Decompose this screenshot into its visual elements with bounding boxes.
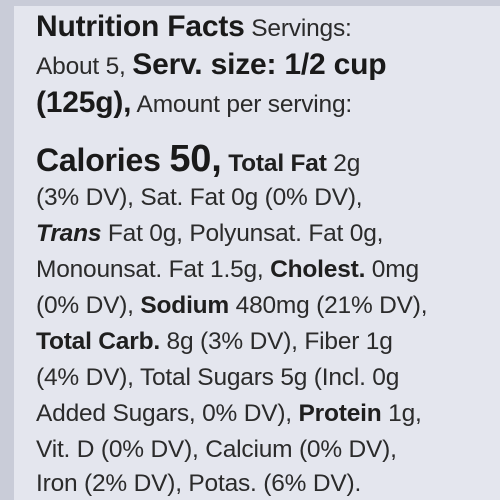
cholest-label: Cholest. <box>270 256 366 283</box>
added-sugars-text: Added Sugars, 0% DV), <box>36 400 299 427</box>
label-line-4: Calories 50, Total Fat 2g <box>36 140 360 178</box>
nutrition-facts-title: Nutrition Facts <box>36 10 245 43</box>
label-line-8: (0% DV), Sodium 480mg (21% DV), <box>36 292 428 319</box>
label-line-10: (4% DV), Total Sugars 5g (Incl. 0g <box>36 364 400 391</box>
label-line-5: (3% DV), Sat. Fat 0g (0% DV), <box>36 184 363 211</box>
amount-per-serving: Amount per serving: <box>131 91 353 118</box>
cholest-value: 0mg <box>365 256 419 283</box>
minerals-text: Iron (2% DV), Potas. (6% DV). <box>36 470 362 497</box>
label-line-6: Trans Fat 0g, Polyunsat. Fat 0g, <box>36 220 384 247</box>
trans-rest: Fat 0g, Polyunsat. Fat 0g, <box>101 220 384 247</box>
vitamins-text: Vit. D (0% DV), Calcium (0% DV), <box>36 436 397 463</box>
total-fat-value: 2g <box>326 150 361 177</box>
label-line-9: Total Carb. 8g (3% DV), Fiber 1g <box>36 328 393 355</box>
nutrition-label: Nutrition Facts Servings: About 5, Serv.… <box>14 6 500 500</box>
sugars-text: (4% DV), Total Sugars 5g (Incl. 0g <box>36 364 400 391</box>
label-line-2: About 5, Serv. size: 1/2 cup <box>36 48 387 81</box>
servings-count: About 5, <box>36 53 133 80</box>
servings-label: Servings: <box>244 15 352 42</box>
serving-size: Serv. size: 1/2 cup <box>132 48 387 81</box>
cholest-dv: (0% DV), <box>36 292 141 319</box>
total-carb-value: 8g (3% DV), Fiber 1g <box>159 328 393 355</box>
sodium-label: Sodium <box>140 292 230 319</box>
label-line-7: Monounsat. Fat 1.5g, Cholest. 0mg <box>36 256 419 283</box>
protein-value: 1g, <box>381 400 422 427</box>
serving-grams: (125g), <box>36 86 132 119</box>
monounsat-text: Monounsat. Fat 1.5g, <box>36 256 271 283</box>
calories-value: 50, <box>169 138 222 180</box>
sodium-value: 480mg (21% DV), <box>229 292 428 319</box>
protein-label: Protein <box>298 400 382 427</box>
total-carb-label: Total Carb. <box>36 328 160 355</box>
fat-dv-text: (3% DV), Sat. Fat 0g (0% DV), <box>36 184 363 211</box>
label-line-11: Added Sugars, 0% DV), Protein 1g, <box>36 400 422 427</box>
calories-label: Calories <box>36 142 170 178</box>
trans-label: Trans <box>36 220 102 247</box>
total-fat-label: Total Fat <box>221 150 327 177</box>
label-line-12: Vit. D (0% DV), Calcium (0% DV), <box>36 436 397 463</box>
label-line-13: Iron (2% DV), Potas. (6% DV). <box>36 470 362 497</box>
label-line-1: Nutrition Facts Servings: <box>36 12 352 42</box>
label-line-3: (125g), Amount per serving: <box>36 88 352 118</box>
